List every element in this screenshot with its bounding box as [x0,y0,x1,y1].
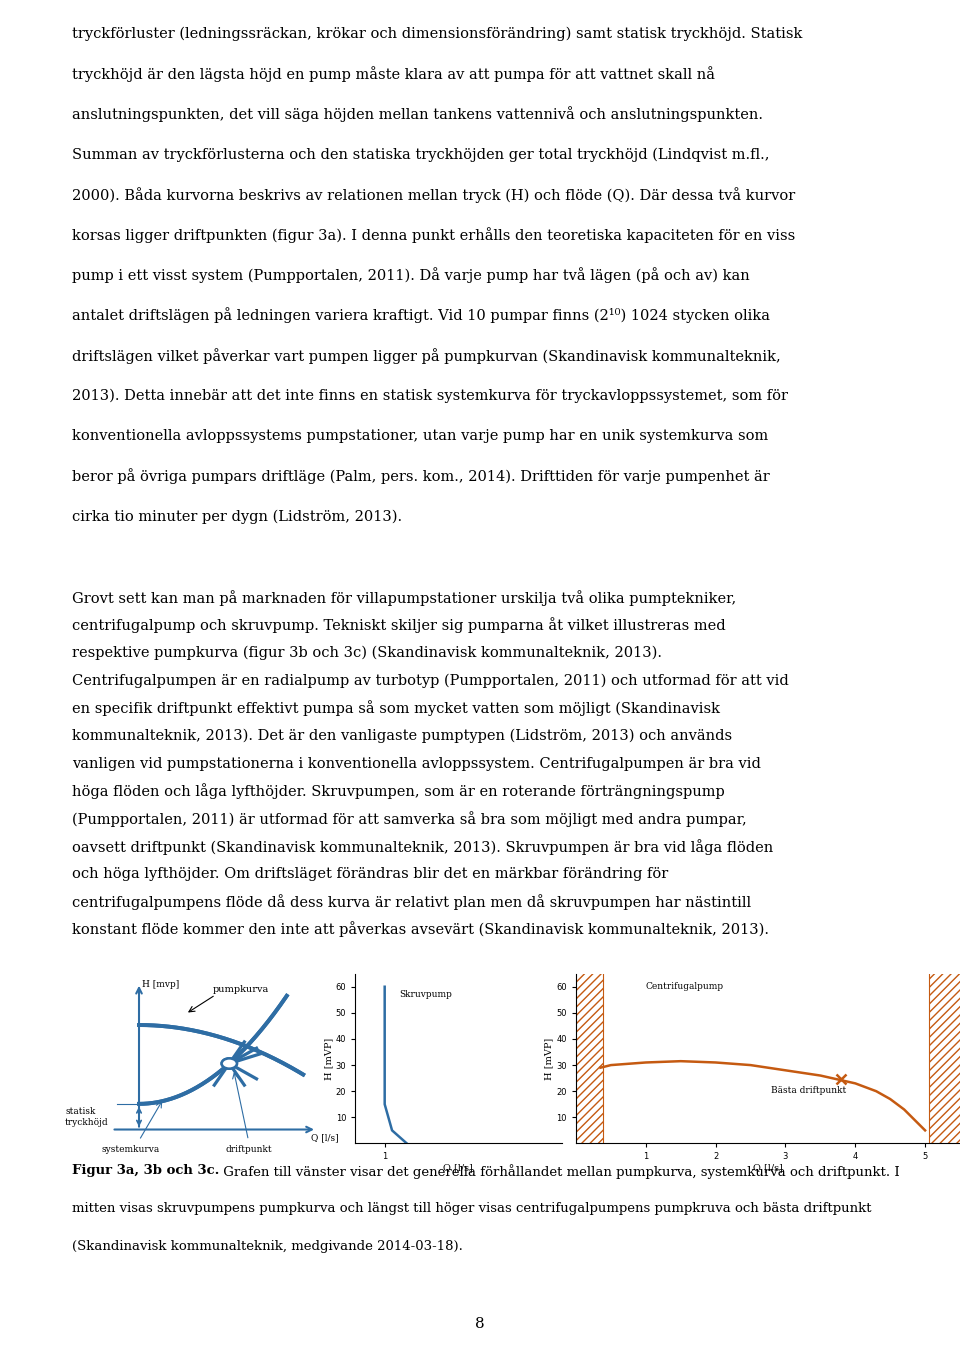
Text: Grafen till vänster visar det generella förhållandet mellan pumpkurva, systemkur: Grafen till vänster visar det generella … [220,1164,900,1179]
Text: statisk
tryckhöjd: statisk tryckhöjd [65,1107,108,1127]
Text: (Skandinavisk kommunalteknik, medgivande 2014-03-18).: (Skandinavisk kommunalteknik, medgivande… [72,1240,463,1253]
X-axis label: Q [l/s]: Q [l/s] [444,1162,473,1172]
Text: centrifugalpumpens flöde då dess kurva är relativt plan men då skruvpumpen har n: centrifugalpumpens flöde då dess kurva ä… [72,894,751,910]
Text: H [mvp]: H [mvp] [142,979,179,989]
Text: en specifik driftpunkt effektivt pumpa så som mycket vatten som möjligt (Skandin: en specifik driftpunkt effektivt pumpa s… [72,701,720,716]
Text: anslutningspunkten, det vill säga höjden mellan tankens vattennivå och anslutnin: anslutningspunkten, det vill säga höjden… [72,106,763,122]
Text: 2000). Båda kurvorna beskrivs av relationen mellan tryck (H) och flöde (Q). Där : 2000). Båda kurvorna beskrivs av relatio… [72,187,795,202]
Text: höga flöden och låga lyfthöjder. Skruvpumpen, som är en roterande förträngningsp: höga flöden och låga lyfthöjder. Skruvpu… [72,784,725,800]
Text: Figur 3a, 3b och 3c.: Figur 3a, 3b och 3c. [72,1164,220,1177]
X-axis label: Q [l/s]: Q [l/s] [753,1162,783,1172]
Text: konventionella avloppssystems pumpstationer, utan varje pump har en unik systemk: konventionella avloppssystems pumpstatio… [72,429,768,443]
Text: mitten visas skruvpumpens pumpkurva och längst till höger visas centrifugalpumpe: mitten visas skruvpumpens pumpkurva och … [72,1202,872,1215]
Text: respektive pumpkurva (figur 3b och 3c) (Skandinavisk kommunalteknik, 2013).: respektive pumpkurva (figur 3b och 3c) (… [72,646,662,660]
Text: korsas ligger driftpunkten (figur 3a). I denna punkt erhålls den teoretiska kapa: korsas ligger driftpunkten (figur 3a). I… [72,227,795,243]
Text: Q [l/s]: Q [l/s] [311,1134,339,1142]
Text: tryckförluster (ledningssräckan, krökar och dimensionsförändring) samt statisk t: tryckförluster (ledningssräckan, krökar … [72,27,803,41]
Text: Centrifugalpumpen är en radialpump av turbotyp (Pumpportalen, 2011) och utformad: Centrifugalpumpen är en radialpump av tu… [72,674,789,689]
Text: centrifugalpump och skruvpump. Tekniskt skiljer sig pumparna åt vilket illustrer: centrifugalpump och skruvpump. Tekniskt … [72,618,726,633]
Text: oavsett driftpunkt (Skandinavisk kommunalteknik, 2013). Skruvpumpen är bra vid l: oavsett driftpunkt (Skandinavisk kommuna… [72,839,773,854]
Y-axis label: H [mVP]: H [mVP] [324,1038,333,1080]
Text: vanligen vid pumpstationerna i konventionella avloppssystem. Centrifugalpumpen ä: vanligen vid pumpstationerna i konventio… [72,756,761,770]
Text: och höga lyfthöjder. Om driftsläget förändras blir det en märkbar förändring för: och höga lyfthöjder. Om driftsläget förä… [72,868,668,881]
Text: Bästa driftpunkt: Bästa driftpunkt [772,1085,847,1095]
Text: 2013). Detta innebär att det inte finns en statisk systemkurva för tryckavloppss: 2013). Detta innebär att det inte finns … [72,388,788,403]
Y-axis label: H [mVP]: H [mVP] [544,1038,554,1080]
Text: konstant flöde kommer den inte att påverkas avsevärt (Skandinavisk kommunaltekni: konstant flöde kommer den inte att påver… [72,922,769,937]
Circle shape [222,1058,237,1069]
Text: Grovt sett kan man på marknaden för villapumpstationer urskilja två olika pumpte: Grovt sett kan man på marknaden för vill… [72,589,736,606]
Text: beror på övriga pumpars driftläge (Palm, pers. kom., 2014). Drifttiden för varje: beror på övriga pumpars driftläge (Palm,… [72,469,770,485]
Text: Summan av tryckförlusterna och den statiska tryckhöjden ger total tryckhöjd (Lin: Summan av tryckförlusterna och den stati… [72,147,770,162]
Text: driftslägen vilket påverkar vart pumpen ligger på pumpkurvan (Skandinavisk kommu: driftslägen vilket påverkar vart pumpen … [72,348,780,364]
Text: driftpunkt: driftpunkt [226,1145,272,1153]
Text: (Pumpportalen, 2011) är utformad för att samverka så bra som möjligt med andra p: (Pumpportalen, 2011) är utformad för att… [72,811,747,827]
Text: cirka tio minuter per dygn (Lidström, 2013).: cirka tio minuter per dygn (Lidström, 20… [72,509,402,524]
Text: tryckhöjd är den lägsta höjd en pump måste klara av att pumpa för att vattnet sk: tryckhöjd är den lägsta höjd en pump mås… [72,67,715,81]
Text: Centrifugalpump: Centrifugalpump [646,982,724,991]
Text: Skruvpump: Skruvpump [399,990,452,999]
Text: kommunalteknik, 2013). Det är den vanligaste pumptypen (Lidström, 2013) och anvä: kommunalteknik, 2013). Det är den vanlig… [72,729,732,743]
Circle shape [222,1058,237,1069]
Text: 8: 8 [475,1317,485,1331]
Text: antalet driftslägen på ledningen variera kraftigt. Vid 10 pumpar finns (2¹⁰) 102: antalet driftslägen på ledningen variera… [72,307,770,323]
Text: pumpkurva: pumpkurva [213,985,269,994]
Text: systemkurva: systemkurva [102,1145,160,1153]
Text: pump i ett visst system (Pumpportalen, 2011). Då varje pump har två lägen (på oc: pump i ett visst system (Pumpportalen, 2… [72,268,750,284]
